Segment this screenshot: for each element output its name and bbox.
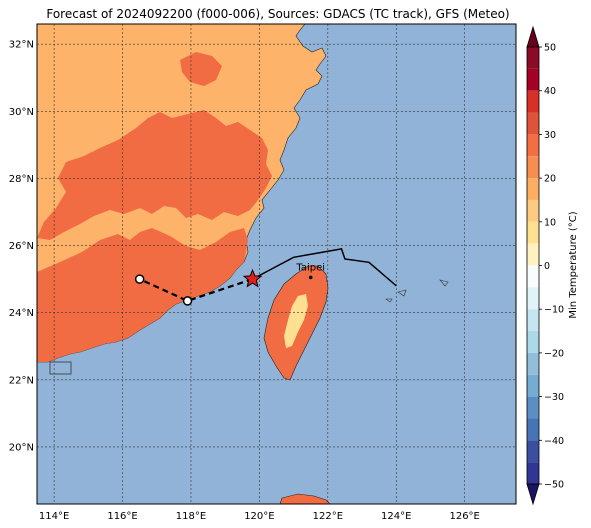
colorbar-tick-label: −20: [544, 348, 564, 359]
longitude-ticks: 114°E 116°E 118°E 120°E 122°E 124°E 126°E: [39, 511, 480, 522]
colorbar-level: [527, 374, 539, 397]
forecast-position-marker: [134, 274, 145, 284]
colorbar-tick-label: 50: [544, 43, 556, 54]
city-dot: [308, 275, 313, 280]
colorbar-level: [527, 287, 539, 310]
colorbar-level: [527, 221, 539, 244]
colorbar-level: [527, 47, 539, 69]
colorbar-level: [527, 396, 539, 419]
colorbar-levels: [526, 25, 540, 506]
colorbar-tick-label: 40: [544, 86, 556, 97]
x-tick-label: 120°E: [244, 511, 274, 522]
city-label: Taipei: [295, 262, 325, 273]
colorbar-tick-label: −10: [544, 305, 564, 316]
colorbar-tick-label: −50: [544, 480, 564, 491]
y-tick-label: 32°N: [9, 40, 34, 51]
colorbar-level: [527, 309, 539, 332]
warm-region-north: [180, 52, 222, 86]
x-tick-label: 124°E: [381, 511, 411, 522]
latitude-ticks: 20°N 22°N 24°N 26°N 28°N 30°N 32°N: [9, 40, 34, 454]
colorbar-extend-bottom: [526, 483, 540, 506]
city-markers: Taipei: [295, 262, 325, 280]
map-frame: [36, 23, 517, 505]
colorbar-level: [527, 331, 539, 353]
x-tick-label: 116°E: [107, 511, 137, 522]
colorbar-extend-top: [526, 25, 540, 48]
current-storm-position-star: [242, 268, 263, 288]
hong-kong-outline: [49, 361, 72, 375]
colorbar-level: [527, 156, 539, 179]
colorbar-level: [527, 199, 539, 222]
colorbar-level: [527, 90, 539, 113]
ryukyu-islands: [385, 279, 449, 303]
temperature-colorbar: 50 40 30 20 10 0 −10 −20 −30 −40 −50 Min Temperatu…: [526, 25, 579, 506]
warm-region-central: [37, 110, 272, 240]
colorbar-level: [527, 134, 539, 157]
map-panel: Taipei 114°E 116°E 118°E 120°E 122°E 124°E 126…: [9, 23, 517, 522]
colorbar-level: [527, 178, 539, 200]
x-tick-label: 122°E: [313, 511, 343, 522]
x-tick-label: 114°E: [39, 511, 69, 522]
y-tick-label: 26°N: [9, 241, 34, 252]
storm-forecast-track: [139, 278, 253, 303]
y-tick-label: 30°N: [9, 107, 34, 118]
colorbar-level: [527, 243, 539, 266]
colorbar-tick-label: −30: [544, 392, 564, 403]
colorbar-tick-label: 0: [544, 261, 550, 272]
storm-track-line: [252, 248, 397, 287]
x-tick-label: 118°E: [176, 511, 206, 522]
colorbar-level: [527, 265, 539, 288]
y-tick-label: 24°N: [9, 308, 34, 319]
colorbar-label: Min Temperature (°C): [568, 211, 579, 318]
x-tick-label: 126°E: [449, 511, 479, 522]
colorbar-tick-label: 10: [544, 217, 556, 228]
colorbar-ticks: 50 40 30 20 10 0 −10 −20 −30 −40 −50: [539, 43, 564, 491]
colorbar-tick-label: 20: [544, 174, 556, 185]
track-points: [134, 268, 263, 306]
y-tick-label: 20°N: [9, 442, 34, 453]
colorbar-tick-label: −40: [544, 436, 564, 447]
y-tick-label: 28°N: [9, 174, 34, 185]
colorbar-level: [527, 440, 539, 463]
warm-region-south: [37, 228, 248, 362]
colorbar-level: [527, 418, 539, 441]
colorbar-level: [527, 112, 539, 135]
taiwan-cool-region: [284, 294, 308, 348]
map-title: Forecast of 2024092200 (f000-006), Sourc…: [46, 7, 509, 21]
y-tick-label: 22°N: [9, 375, 34, 386]
forecast-position-marker: [182, 296, 193, 306]
colorbar-level: [527, 68, 539, 91]
colorbar-tick-label: 30: [544, 130, 556, 141]
map-gridlines: [37, 24, 516, 504]
colorbar-level: [527, 352, 539, 375]
luzon-landmass: [279, 493, 331, 504]
colorbar-level: [527, 462, 539, 484]
